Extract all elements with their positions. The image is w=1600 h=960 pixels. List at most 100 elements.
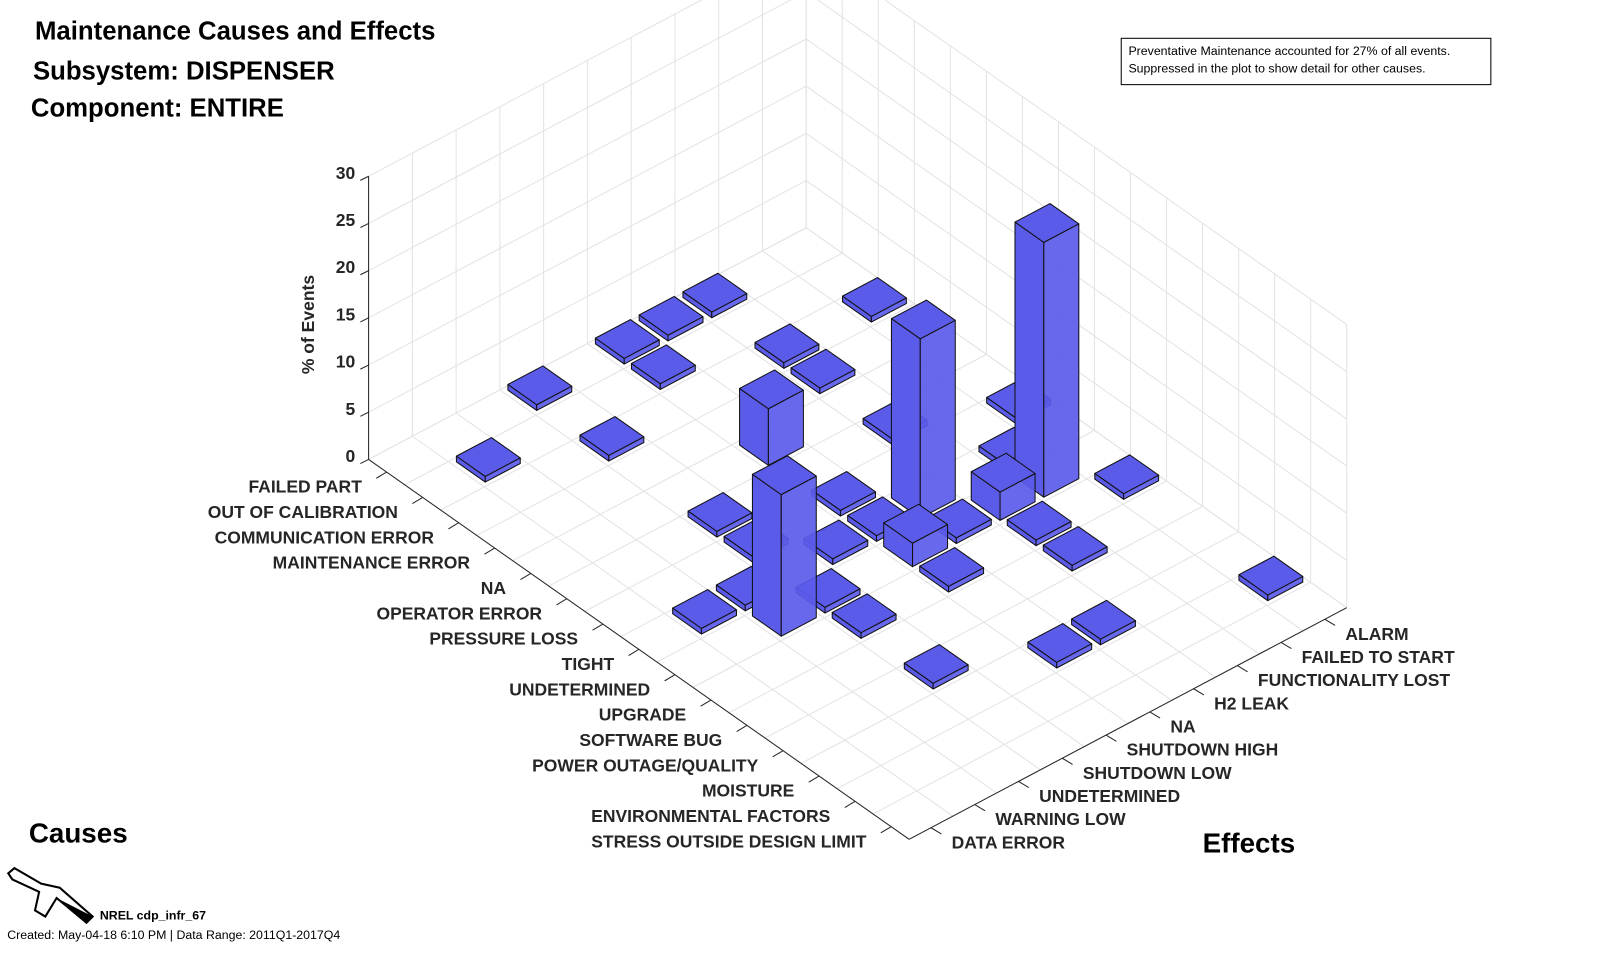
bar-top-face	[507, 365, 573, 406]
bar	[754, 323, 820, 369]
bar	[790, 348, 856, 395]
bar	[831, 593, 897, 639]
bar	[903, 644, 969, 690]
x-tick-label: COMMUNICATION ERROR	[215, 527, 435, 547]
bar	[803, 519, 869, 566]
grid-line-left-wall	[368, 0, 703, 177]
bar	[970, 452, 1036, 521]
y-tick	[930, 827, 942, 835]
bar	[751, 455, 817, 637]
bar	[811, 471, 876, 517]
bar	[638, 295, 704, 342]
bar	[1006, 500, 1072, 547]
grid-line-left-wall	[368, 85, 807, 319]
grid-line	[368, 0, 1348, 373]
bar	[507, 365, 573, 411]
x-tick-label: SOFTWARE BUG	[579, 730, 722, 750]
grid-line-left-wall	[368, 227, 807, 460]
y-tick-label: FUNCTIONALITY LOST	[1258, 670, 1450, 690]
z-tick-label: 5	[345, 399, 355, 419]
annotation: Preventative Maintenance accounted for 2…	[1128, 44, 1450, 58]
grid-line-right-wall	[884, 0, 1348, 325]
annotation-box	[1120, 37, 1492, 86]
x-tick	[520, 572, 532, 581]
x-tick	[772, 750, 784, 758]
bar-top-face	[903, 644, 969, 684]
x-tick-label: ENVIRONMENTAL FACTORS	[591, 806, 830, 826]
bar-top-face	[630, 344, 696, 385]
bar	[1094, 454, 1160, 500]
x-tick	[628, 648, 640, 656]
bar-right-face	[1043, 223, 1080, 498]
y-tick-label: NA	[1170, 717, 1196, 737]
bar-top-face	[754, 323, 820, 364]
logo	[6, 866, 95, 925]
y-tick	[1149, 711, 1161, 719]
bar-top-face	[579, 416, 645, 456]
x-tick-label: POWER OUTAGE/QUALITY	[532, 755, 759, 775]
z-tick	[360, 458, 369, 464]
chart-subtitle: Subsystem: DISPENSER	[33, 57, 335, 85]
bar-top-face	[1006, 500, 1072, 541]
bar-top-face	[790, 348, 856, 389]
bar	[594, 319, 660, 365]
y-tick-label: SHUTDOWN LOW	[1083, 763, 1232, 783]
x-tick-label: FAILED PART	[248, 477, 362, 497]
bar	[1071, 599, 1136, 646]
y-tick	[974, 804, 986, 812]
bar	[1027, 623, 1093, 669]
bar-top-face	[672, 589, 737, 629]
grid-line-right-wall	[816, 0, 1348, 373]
x-tick	[880, 826, 892, 834]
grid-line-left-wall	[368, 38, 807, 272]
x-tick	[664, 674, 676, 682]
y-tick-label: ALARM	[1345, 624, 1408, 644]
bar-top-face	[455, 437, 521, 477]
x-tick	[484, 547, 495, 555]
chart-title: Maintenance Causes and Effects	[35, 17, 435, 45]
x-tick-label: UNDETERMINED	[509, 679, 650, 699]
z-tick	[360, 222, 369, 229]
x-tick	[808, 775, 820, 783]
x-axis-label: Causes	[29, 817, 128, 848]
x-tick-label: NA	[481, 578, 507, 598]
footer-id: NREL cdp_infr_67	[100, 909, 206, 923]
bar-top-face	[890, 299, 956, 340]
x-tick	[412, 496, 423, 505]
z-axis-label: % of Events	[298, 275, 318, 374]
bar-top-face	[739, 369, 804, 410]
bar-right-face	[780, 475, 817, 637]
bar	[739, 369, 804, 466]
bar-top-face	[1094, 454, 1160, 495]
bar-left-face	[751, 473, 782, 637]
grid-line-left-wall	[368, 132, 807, 366]
grid-line	[368, 85, 1348, 467]
bar-top-face	[594, 319, 660, 359]
y-tick-label: SHUTDOWN HIGH	[1127, 740, 1279, 760]
z-tick-label: 0	[345, 446, 355, 466]
bar-top-face	[883, 503, 949, 544]
bar-top-face	[831, 593, 897, 634]
x-tick-label: MAINTENANCE ERROR	[273, 553, 471, 573]
chart-subtitle: Component: ENTIRE	[31, 95, 284, 123]
x-tick-label: MOISTURE	[702, 781, 794, 801]
bar-top-face	[1014, 203, 1080, 243]
y-axis	[908, 607, 1347, 840]
bar-top-face	[811, 471, 876, 511]
bar-top-face	[687, 492, 753, 532]
x-tick-label: STRESS OUTSIDE DESIGN LIMIT	[591, 831, 866, 851]
axes: 0 5 10 15 20 25 30 FAILED PART OUT OF CALIBRATIO…	[208, 163, 1455, 853]
bars	[455, 203, 1304, 690]
bar	[455, 437, 521, 483]
bar	[1238, 555, 1304, 602]
bar-top-face	[919, 547, 985, 587]
y-tick-label: UNDETERMINED	[1039, 786, 1180, 806]
y-tick	[1018, 780, 1030, 789]
bar	[842, 277, 907, 323]
x-tick	[556, 598, 568, 606]
bar-top-face	[842, 277, 907, 317]
x-tick	[448, 522, 459, 530]
bar	[1042, 526, 1108, 572]
z-tick-label: 30	[336, 163, 356, 183]
